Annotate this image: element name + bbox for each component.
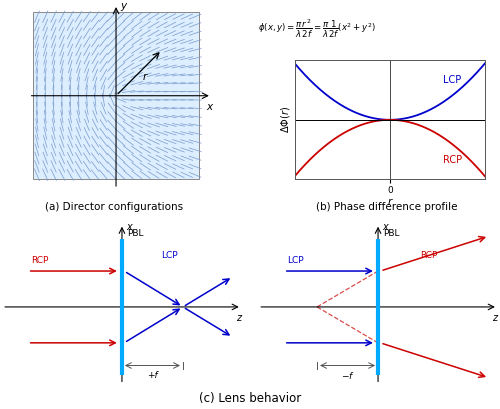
Text: (c) Lens behavior: (c) Lens behavior xyxy=(199,392,301,405)
Text: (b) Phase difference profile: (b) Phase difference profile xyxy=(316,202,457,212)
Text: LCP: LCP xyxy=(443,75,462,85)
Text: x: x xyxy=(126,222,132,231)
Text: LCP: LCP xyxy=(161,251,178,260)
Text: +f: +f xyxy=(147,371,158,380)
Text: z: z xyxy=(236,312,241,323)
Text: y: y xyxy=(120,1,126,11)
Y-axis label: $\Delta\Phi(r)$: $\Delta\Phi(r)$ xyxy=(279,106,292,133)
Text: $-f$: $-f$ xyxy=(340,371,354,382)
Text: r: r xyxy=(143,72,148,81)
Text: x: x xyxy=(382,222,388,231)
Text: z: z xyxy=(492,312,497,323)
Text: (a) Director configurations: (a) Director configurations xyxy=(44,202,182,212)
X-axis label: r: r xyxy=(388,196,392,207)
Text: x: x xyxy=(206,102,212,112)
Text: $\phi(x,y) = \dfrac{\pi}{\lambda}\dfrac{r^2}{2f} = \dfrac{\pi}{\lambda}\dfrac{1}: $\phi(x,y) = \dfrac{\pi}{\lambda}\dfrac{… xyxy=(258,18,375,40)
Text: RCP: RCP xyxy=(420,251,438,260)
Text: RCP: RCP xyxy=(31,256,48,265)
Text: RCP: RCP xyxy=(443,155,462,165)
Text: LCP: LCP xyxy=(287,256,304,265)
Text: PBL: PBL xyxy=(128,229,144,238)
Bar xyxy=(33,13,200,179)
Text: PBL: PBL xyxy=(384,229,400,238)
